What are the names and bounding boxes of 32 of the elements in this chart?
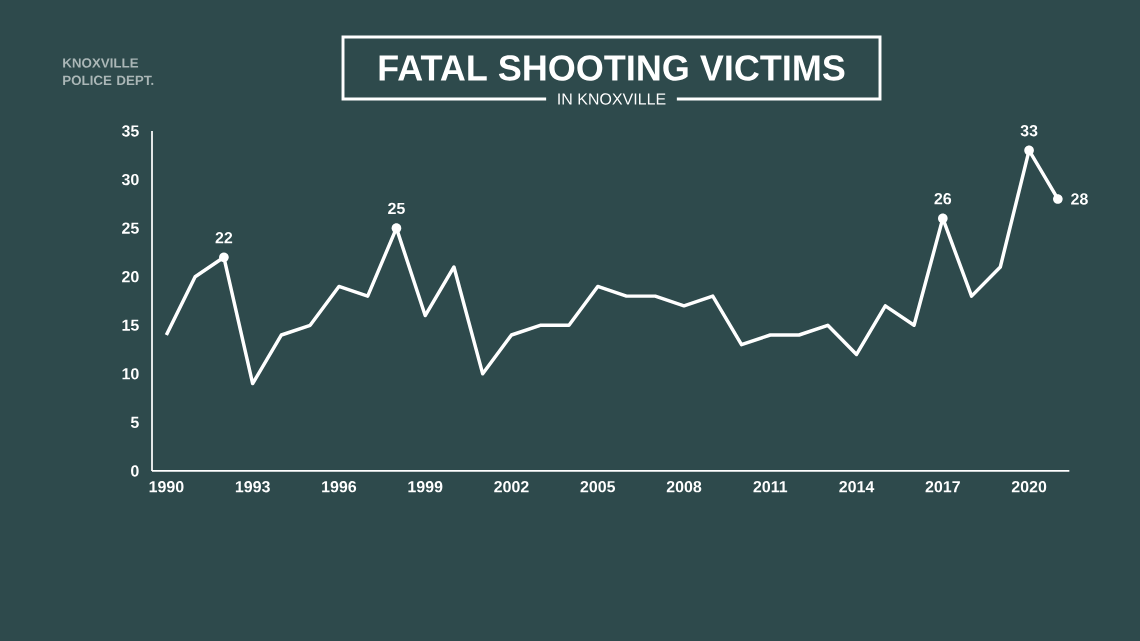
data-label: 26 [934,193,952,205]
chart-subtitle: IN KNOXVILLE [558,93,666,105]
x-tick-label: 2017 [925,481,960,493]
data-label: 22 [215,232,233,244]
x-tick-label: 1996 [322,481,357,493]
y-tick-label: 15 [122,319,139,331]
y-tick-label: 35 [121,125,139,137]
point [219,252,229,263]
point [1053,194,1063,204]
point [1024,145,1034,156]
chart-title: FATAL SHOOTING VICTIMS [379,55,845,81]
data-label: 33 [1020,125,1038,137]
x-tick-label: 2014 [839,481,875,493]
point [391,223,402,233]
x-tick-label: 2020 [1011,481,1047,493]
y-tick-label: 20 [122,271,139,283]
x-tick-label: 2008 [666,481,702,493]
point [938,213,948,224]
x-tick-label: 1999 [408,481,443,493]
x-tick-label: 2002 [494,481,529,493]
y-tick-label: 30 [121,173,139,186]
x-tick-label: 1990 [149,481,184,493]
y-tick-label: 5 [130,416,139,428]
data-label: 25 [388,202,405,215]
text: KNOXVILLE POLICE DEPT. [63,58,154,86]
x-tick-label: 2011 [753,481,788,493]
data-label: 28 [1071,193,1088,205]
x-tick-label: 2005 [580,481,616,493]
y-tick-label: 0 [131,465,139,477]
y-tick-label: 10 [122,368,139,380]
y-tick-label: 25 [122,222,139,234]
x-tick-label: 1993 [235,481,270,493]
